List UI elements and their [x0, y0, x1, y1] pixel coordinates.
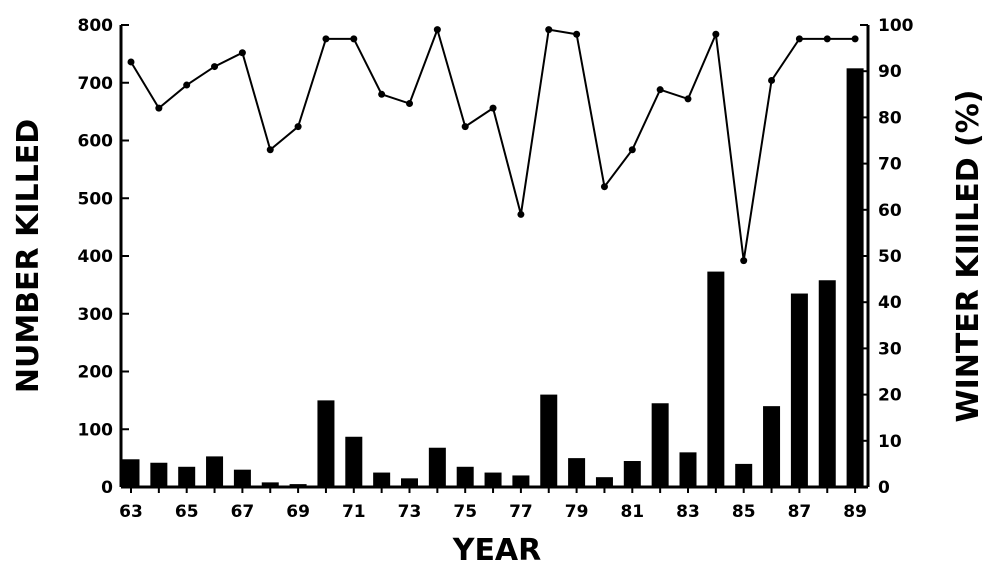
bar: [289, 484, 307, 487]
y-tick-label: 300: [78, 305, 114, 325]
tick-labels: 0 100 200 300 400 500 600 700 800 0 10 20 30 40 50 60 70…: [78, 16, 914, 522]
line-point: [517, 210, 525, 218]
bar: [206, 456, 224, 487]
bar: [846, 68, 864, 487]
x-tick-label: 65: [175, 502, 199, 522]
line-point: [350, 35, 358, 43]
x-tick-label: 69: [286, 502, 310, 522]
y-tick-label: 600: [78, 132, 114, 152]
line-point: [406, 100, 413, 108]
line-point: [433, 26, 441, 34]
line-point: [628, 146, 636, 154]
y2-tick-label: 90: [878, 62, 902, 82]
line-point: [322, 35, 330, 43]
line-point: [211, 63, 219, 71]
bar: [428, 447, 446, 487]
line-point: [573, 30, 581, 38]
line-point: [238, 49, 246, 57]
bar: [790, 293, 808, 487]
y2-tick-label: 20: [878, 386, 902, 406]
bar: [261, 482, 279, 487]
bar: [401, 478, 418, 487]
y-tick-label: 400: [78, 247, 114, 267]
line-point: [795, 35, 803, 43]
bar: [345, 436, 363, 487]
line-point: [127, 58, 135, 66]
bar: [122, 459, 140, 487]
bar: [456, 466, 474, 487]
y2-tick-label: 0: [878, 478, 890, 498]
x-tick-label: 77: [509, 502, 533, 522]
x-tick-label: 79: [565, 502, 589, 522]
bar: [317, 400, 335, 487]
x-tick-label: 87: [788, 502, 812, 522]
y2-axis-title: WINTER KIIILED (%): [951, 89, 986, 422]
x-tick-label: 63: [119, 502, 143, 522]
bar: [233, 469, 251, 487]
bar: [679, 452, 697, 487]
line-point: [378, 90, 386, 98]
line-point: [823, 35, 831, 43]
y2-tick-label: 70: [878, 155, 902, 175]
x-tick-label: 71: [342, 502, 366, 522]
y2-tick-label: 50: [878, 247, 902, 267]
bar: [651, 403, 669, 487]
bar: [178, 466, 196, 487]
x-tick-label: 89: [843, 502, 867, 522]
bar-series: [122, 68, 864, 487]
bar: [484, 472, 502, 487]
bar: [595, 477, 613, 487]
bar: [150, 462, 168, 487]
y-tick-label: 500: [78, 189, 114, 209]
y2-tick-label: 30: [878, 339, 902, 359]
y2-tick-label: 100: [878, 16, 914, 36]
bar: [373, 472, 391, 487]
x-tick-label: 73: [398, 502, 422, 522]
x-tick-label: 81: [620, 502, 644, 522]
bar: [818, 280, 836, 487]
line-series: [127, 26, 859, 265]
y2-tick-label: 40: [878, 293, 902, 313]
line-point: [294, 123, 302, 131]
line-point: [489, 104, 497, 112]
line-point: [155, 104, 163, 112]
x-axis-title: YEAR: [452, 533, 542, 566]
x-tick-label: 85: [732, 502, 756, 522]
bar: [512, 475, 530, 487]
line-point: [740, 257, 748, 265]
y-axis-title: NUMBER KILLED: [11, 119, 46, 393]
bar: [623, 461, 641, 487]
y2-tick-label: 60: [878, 201, 902, 221]
line-point: [600, 183, 608, 191]
line-point: [656, 86, 664, 94]
line-point: [712, 30, 720, 38]
bar: [568, 458, 586, 487]
y-tick-label: 700: [78, 74, 114, 94]
axes: [119, 24, 870, 493]
y-tick-label: 800: [78, 16, 114, 36]
y2-tick-label: 80: [878, 108, 902, 128]
x-tick-label: 75: [453, 502, 477, 522]
bar: [540, 394, 558, 487]
y2-tick-label: 10: [878, 432, 902, 452]
line-point: [684, 95, 692, 103]
winter-killed-line: [130, 26, 856, 261]
line-point: [266, 146, 274, 154]
x-tick-label: 67: [231, 502, 255, 522]
bar: [735, 463, 753, 487]
line-point: [545, 26, 553, 34]
line-point: [851, 35, 859, 43]
bar: [763, 406, 781, 487]
line-point: [461, 123, 469, 131]
x-tick-label: 83: [676, 502, 700, 522]
y-tick-label: 0: [101, 478, 113, 498]
y-tick-label: 100: [78, 420, 114, 440]
line-point: [768, 76, 776, 84]
y-tick-label: 200: [78, 363, 114, 383]
line-point: [183, 81, 191, 89]
bar: [707, 271, 725, 487]
